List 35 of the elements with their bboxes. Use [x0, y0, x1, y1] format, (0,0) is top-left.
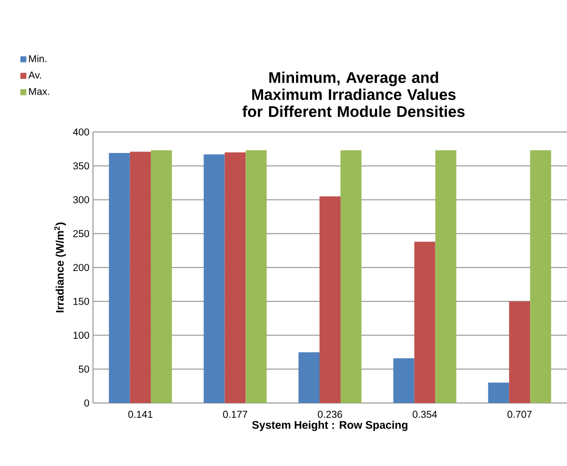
bar	[298, 352, 320, 403]
bar	[488, 382, 510, 403]
x-tick-label: 0.354	[412, 410, 438, 418]
y-tick-label: 50	[78, 366, 90, 373]
y-tick-label: 300	[73, 196, 90, 204]
y-tick-label: 100	[74, 332, 90, 339]
y-tick-label: 250	[73, 230, 90, 238]
bar	[509, 301, 530, 403]
legend-label: Max.	[29, 88, 50, 95]
legend-label: Min.	[29, 54, 46, 62]
bar	[246, 150, 267, 403]
bar	[340, 150, 362, 403]
bar	[435, 150, 456, 403]
bar	[320, 196, 341, 403]
y-axis-title: Irradiance (W/m$^{2}$)	[54, 222, 66, 312]
y-tick-label: 200	[73, 264, 90, 272]
bar	[414, 242, 436, 403]
bar	[204, 154, 225, 403]
y-tick-label: 400	[73, 128, 90, 136]
chart-title: Minimum, Average and Maximum Irradiance Values for Different Module Densities	[242, 72, 465, 118]
bar	[224, 152, 246, 403]
bar	[530, 150, 552, 403]
y-tick-label: 350	[73, 162, 90, 170]
y-tick-label: 0	[84, 399, 90, 407]
bar	[393, 358, 414, 403]
legend-label: Av.	[28, 72, 41, 79]
x-tick-label: 0.177	[223, 410, 248, 418]
x-tick-label: 0.141	[128, 410, 152, 418]
x-axis-title: System Height : Row Spacing	[252, 420, 408, 432]
x-tick-label: 0.707	[507, 410, 532, 418]
bar	[150, 150, 172, 403]
y-tick-label: 150	[74, 298, 90, 305]
bar	[108, 153, 130, 403]
bar	[130, 152, 151, 403]
x-tick-label: 0.236	[318, 410, 342, 418]
